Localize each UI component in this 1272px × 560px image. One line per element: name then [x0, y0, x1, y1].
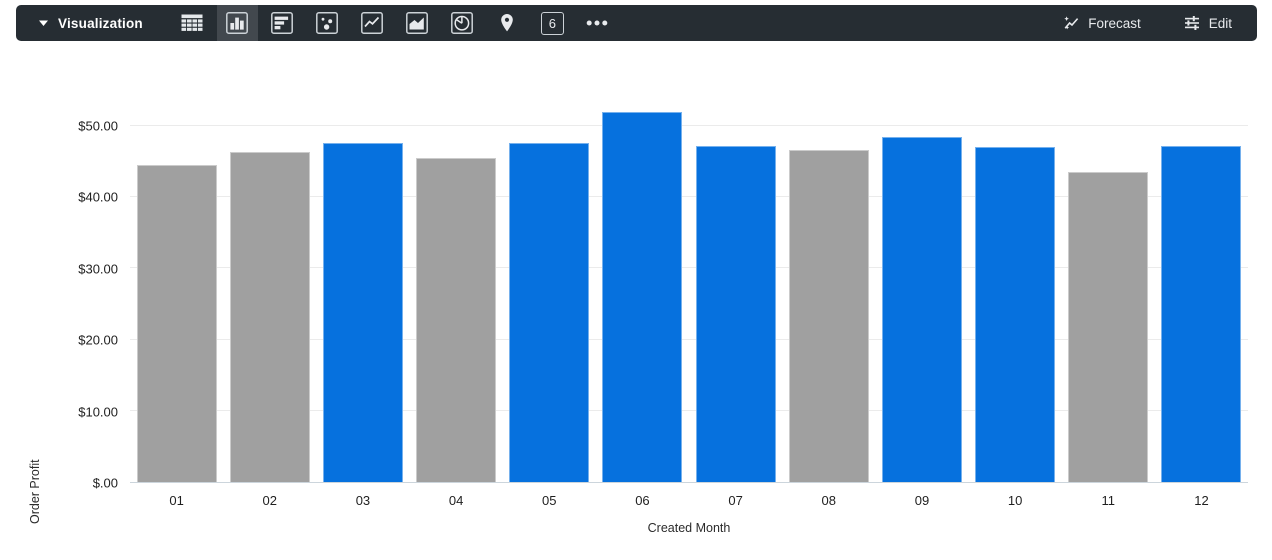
bar-month-03[interactable] [322, 143, 403, 482]
y-tick-label: $20.00 [78, 332, 118, 348]
line-chart-icon [361, 12, 384, 34]
x-axis-title: Created Month [647, 521, 731, 535]
bar-band [782, 101, 875, 482]
bar-month-05[interactable] [509, 143, 590, 482]
plot-area [130, 101, 1248, 483]
bar-band [1062, 101, 1155, 482]
x-tick-label: 04 [448, 493, 464, 508]
area-chart-icon [406, 12, 429, 34]
edit-button[interactable]: Edit [1183, 14, 1232, 32]
forecast-button[interactable]: Forecast [1062, 14, 1141, 32]
x-axis-labels: 01 02 03 04 05 06 07 08 09 10 11 12 [130, 493, 1248, 508]
chart-type-single-value-button[interactable]: 6 [530, 5, 575, 41]
x-tick-label: 09 [914, 493, 930, 508]
x-tick-label: 10 [1007, 493, 1023, 508]
edit-settings-icon [1184, 16, 1199, 30]
gridline [130, 267, 1248, 269]
chart-type-more-button[interactable] [575, 5, 620, 41]
chart-type-map-button[interactable] [485, 5, 530, 41]
y-tick-label: $50.00 [78, 118, 118, 134]
single-value-glyph: 6 [548, 15, 556, 31]
bar-month-02[interactable] [229, 151, 310, 482]
bar-band [689, 101, 782, 482]
bar-month-06[interactable] [602, 112, 683, 482]
bar-chart: Order Profit $.00 $10.00 $20.00 $30.00 $40.0… [0, 41, 1272, 560]
x-tick-label: 02 [262, 493, 277, 508]
chart-type-switcher: 6 [170, 5, 620, 41]
bar-band [410, 101, 503, 482]
caret-down-icon [39, 20, 48, 26]
x-tick-label: 01 [169, 493, 184, 508]
edit-label: Edit [1208, 15, 1232, 31]
column-chart-icon [226, 12, 249, 34]
bar-month-09[interactable] [881, 137, 962, 482]
single-value-icon: 6 [540, 11, 564, 35]
ellipsis-icon [587, 20, 608, 26]
pie-chart-icon [451, 12, 474, 34]
bar-band [969, 101, 1062, 482]
x-tick-label: 07 [728, 493, 743, 508]
visualization-menu-toggle[interactable]: Visualization [16, 16, 143, 31]
bar-month-10[interactable] [975, 146, 1056, 482]
bar-month-08[interactable] [788, 150, 869, 482]
y-tick-label: $10.00 [78, 404, 118, 420]
bar-band [503, 101, 596, 482]
bar-band [316, 101, 409, 482]
gridline [130, 124, 1248, 126]
bar-month-04[interactable] [416, 157, 497, 482]
bar-month-12[interactable] [1161, 145, 1242, 482]
chart-type-column-button[interactable] [216, 5, 258, 41]
gridline [130, 338, 1248, 340]
bar-month-01[interactable] [136, 165, 217, 482]
bar-band [1155, 101, 1248, 482]
bar-month-07[interactable] [695, 145, 776, 482]
bar-month-11[interactable] [1068, 171, 1149, 482]
chart-type-line-button[interactable] [350, 5, 395, 41]
chart-type-area-button[interactable] [395, 5, 440, 41]
table-icon [181, 14, 203, 31]
bar-band [130, 101, 223, 482]
visualization-title: Visualization [58, 15, 143, 31]
bar-chart-icon [271, 12, 294, 34]
forecast-label: Forecast [1088, 15, 1141, 31]
toolbar-actions: Forecast Edit [1062, 14, 1257, 32]
x-tick-label: 06 [635, 493, 650, 508]
y-tick-label: $.00 [92, 475, 118, 491]
chart-type-pie-button[interactable] [440, 5, 485, 41]
scatter-chart-icon [316, 12, 339, 34]
x-tick-label: 08 [821, 493, 837, 508]
bar-band [596, 101, 689, 482]
x-tick-label: 05 [542, 493, 557, 508]
chart-type-bar-button[interactable] [260, 5, 305, 41]
forecast-sparkle-icon [1064, 16, 1079, 30]
y-axis-labels: $.00 $10.00 $20.00 $30.00 $40.00 $50.00 [0, 101, 118, 491]
x-tick-label: 12 [1194, 493, 1209, 508]
x-tick-label: 11 [1101, 493, 1116, 508]
y-tick-label: $30.00 [78, 261, 118, 277]
bar-band [875, 101, 968, 482]
x-tick-label: 03 [355, 493, 371, 508]
bars [130, 101, 1248, 482]
chart-type-scatter-button[interactable] [305, 5, 350, 41]
chart-type-table-button[interactable] [170, 5, 215, 41]
visualization-toolbar: Visualization [16, 5, 1257, 41]
gridline [130, 196, 1248, 198]
map-pin-icon [501, 14, 514, 32]
y-tick-label: $40.00 [78, 189, 118, 205]
gridline [130, 409, 1248, 411]
bar-band [223, 101, 316, 482]
